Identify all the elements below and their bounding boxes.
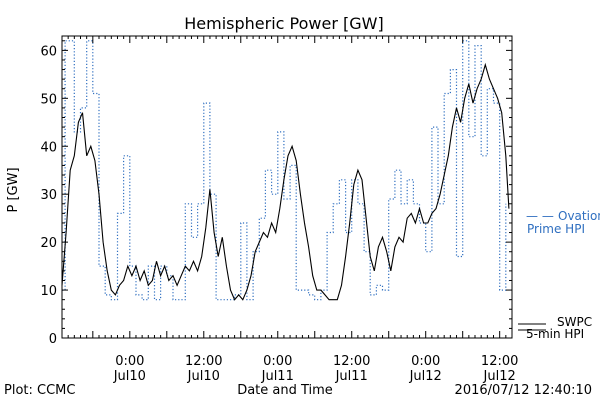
y-tick-label: 50 bbox=[40, 92, 57, 107]
series-line-swpc bbox=[61, 62, 510, 301]
legend-marker-ovation: — — bbox=[526, 209, 554, 223]
x-tick-date-label: Jul10 bbox=[187, 369, 220, 384]
legend-label-swpc-line2: 5-min HPI bbox=[526, 327, 584, 341]
timestamp: 2016/07/12 12:40:10 bbox=[455, 383, 592, 398]
series-line-ovation-prime bbox=[62, 40, 507, 301]
plot-frame bbox=[61, 35, 513, 339]
x-tick-time-label: 0:00 bbox=[411, 354, 440, 369]
y-axis-label: P [GW] bbox=[6, 167, 21, 212]
x-tick-time-label: 12:00 bbox=[333, 354, 370, 369]
y-tick-label: 30 bbox=[40, 188, 57, 203]
legend-label-ovation-line2: Prime HPI bbox=[527, 222, 585, 236]
x-tick-date-label: Jul11 bbox=[261, 369, 294, 384]
legend-label-swpc-line1: SWPC bbox=[557, 315, 592, 329]
x-tick-date-label: Jul12 bbox=[409, 369, 442, 384]
x-axis-label: Date and Time bbox=[237, 383, 333, 398]
legend: — — Ovation Prime HPI SWPC 5-min HPI bbox=[518, 209, 600, 341]
y-tick-label: 20 bbox=[40, 236, 57, 251]
x-tick-time-label: 12:00 bbox=[481, 354, 518, 369]
x-tick-time-label: 0:00 bbox=[115, 354, 144, 369]
plot-credit: Plot: CCMC bbox=[4, 383, 75, 398]
axes-group: 01020304050600:00Jul1012:00Jul100:00Jul1… bbox=[40, 36, 518, 384]
x-tick-date-label: Jul10 bbox=[113, 369, 146, 384]
y-tick-label: 60 bbox=[40, 44, 57, 59]
x-tick-time-label: 12:00 bbox=[185, 354, 222, 369]
legend-label-ovation-line1: Ovation bbox=[558, 209, 600, 223]
y-tick-label: 10 bbox=[40, 284, 57, 299]
y-tick-label: 0 bbox=[49, 332, 57, 347]
x-tick-time-label: 0:00 bbox=[263, 354, 292, 369]
chart-title: Hemispheric Power [GW] bbox=[184, 14, 383, 33]
x-tick-date-label: Jul12 bbox=[483, 369, 516, 384]
y-tick-label: 40 bbox=[40, 140, 57, 155]
x-tick-date-label: Jul11 bbox=[335, 369, 368, 384]
series-layer bbox=[61, 40, 510, 301]
